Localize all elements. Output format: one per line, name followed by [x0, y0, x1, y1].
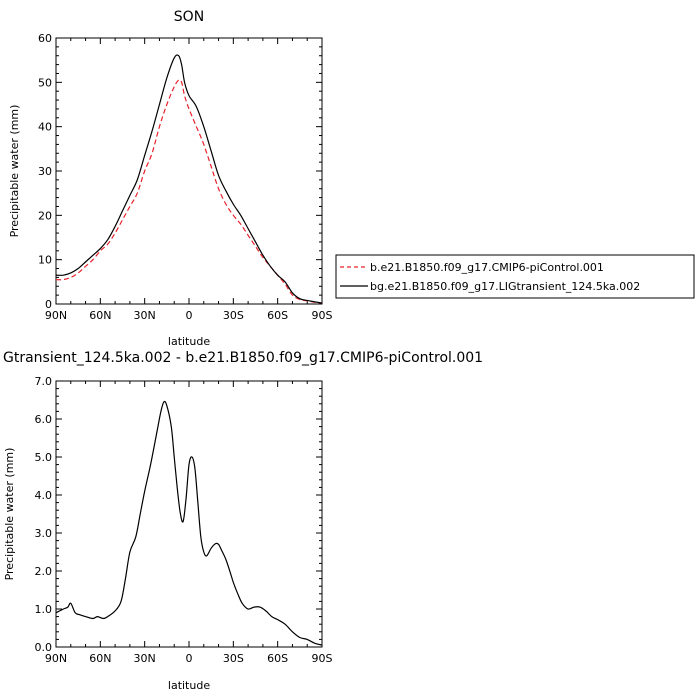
top-y-tick-label-5: 50 — [38, 76, 52, 89]
top-series-line-2 — [55, 54, 323, 304]
bottom-plot-frame — [55, 380, 323, 648]
top-x-tick-label-4: 30S — [223, 309, 244, 322]
top-y-axis-title: Precipitable water (mm) — [8, 105, 21, 238]
legend-box — [335, 254, 695, 299]
top-x-tick-label-1: 60N — [89, 309, 111, 322]
bottom-chart: Gtransient_124.5ka.002 - b.e21.B1850.f09… — [3, 350, 483, 692]
top-chart-title: SON — [174, 9, 204, 25]
top-plot-frame — [55, 37, 323, 305]
bottom-series-line-1 — [55, 400, 323, 646]
top-x-tick-label-0: 90N — [45, 309, 67, 322]
top-y-tick-label-1: 10 — [38, 254, 52, 267]
bottom-y-tick-label-7: 7.0 — [35, 375, 53, 388]
bottom-x-tick-label-4: 30S — [223, 652, 244, 665]
bottom-y-tick-label-3: 3.0 — [35, 527, 53, 540]
bottom-y-tick-label-0: 0.0 — [35, 641, 53, 654]
bottom-ticks: 90N 60N 30N 0 30S 60S 90S 0.0 1.0 2.0 3.0 4.0 5.0 6.0… — [35, 375, 333, 665]
top-series-line-1 — [55, 79, 323, 304]
bottom-x-tick-label-0: 90N — [45, 652, 67, 665]
top-series — [55, 54, 323, 304]
top-x-tick-label-2: 30N — [134, 309, 156, 322]
bottom-x-tick-label-3: 0 — [186, 652, 193, 665]
top-y-tick-label-6: 60 — [38, 32, 52, 45]
bottom-x-tick-label-1: 60N — [89, 652, 111, 665]
bottom-y-axis-title: Precipitable water (mm) — [3, 448, 16, 581]
bottom-y-tick-label-1: 1.0 — [35, 603, 53, 616]
legend-label-series-2: bg.e21.B1850.f09_g17.LIGtransient_124.5k… — [370, 280, 640, 293]
top-y-tick-label-3: 30 — [38, 165, 52, 178]
top-ticks: 90N 60N 30N 0 30S 60S 90S 0 10 20 30 40 50 60 — [38, 32, 333, 322]
top-x-tick-label-6: 90S — [312, 309, 333, 322]
bottom-y-tick-label-2: 2.0 — [35, 565, 53, 578]
bottom-chart-title: Gtransient_124.5ka.002 - b.e21.B1850.f09… — [3, 350, 483, 366]
top-x-tick-label-3: 0 — [186, 309, 193, 322]
legend: b.e21.B1850.f09_g17.CMIP6-piControl.001 … — [335, 254, 695, 299]
top-y-tick-label-2: 20 — [38, 209, 52, 222]
bottom-series — [55, 400, 323, 646]
top-y-tick-label-0: 0 — [45, 298, 52, 311]
bottom-x-axis-title: latitude — [168, 679, 210, 692]
top-chart: SON 90N 60N 30N 0 30S 60S 90S 0 10 20 30 40 50 60 lat… — [8, 9, 333, 348]
bottom-y-tick-label-5: 5.0 — [35, 451, 53, 464]
bottom-x-tick-label-5: 60S — [267, 652, 288, 665]
bottom-x-tick-label-6: 90S — [312, 652, 333, 665]
top-y-tick-label-4: 40 — [38, 121, 52, 134]
bottom-x-tick-label-2: 30N — [134, 652, 156, 665]
bottom-y-tick-label-4: 4.0 — [35, 489, 53, 502]
top-x-tick-label-5: 60S — [267, 309, 288, 322]
top-x-axis-title: latitude — [168, 335, 210, 348]
bottom-y-tick-label-6: 6.0 — [35, 413, 53, 426]
legend-label-series-1: b.e21.B1850.f09_g17.CMIP6-piControl.001 — [370, 261, 604, 274]
